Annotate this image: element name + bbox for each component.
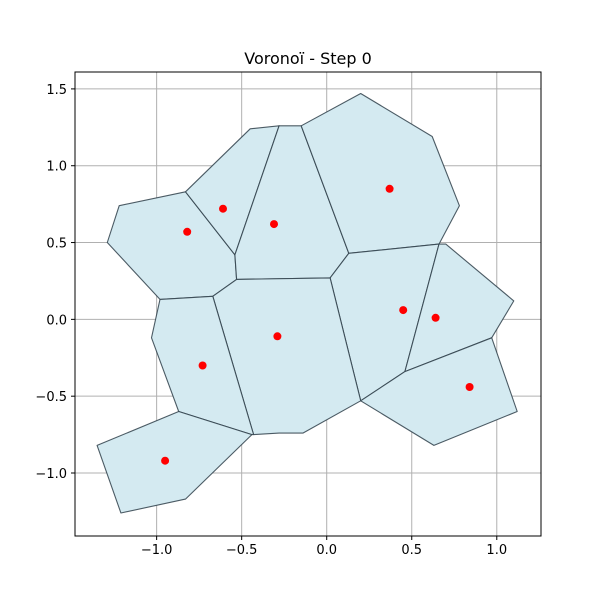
x-tick-label: 0.0	[316, 543, 337, 558]
y-tick-label: −0.5	[35, 390, 67, 405]
x-tick-label: −1.0	[141, 543, 173, 558]
axes-frame	[74, 71, 542, 537]
seed-point	[431, 313, 440, 322]
voronoi-cell	[360, 337, 518, 446]
seed-point	[465, 383, 474, 391]
voronoi-cell	[96, 410, 253, 514]
y-tick-label: 1.5	[46, 83, 67, 98]
seed-point	[161, 456, 170, 465]
y-tick-label: −1.0	[35, 467, 67, 482]
seed-point	[273, 332, 282, 341]
y-tick-label: 0.0	[46, 313, 67, 328]
x-tick-label: 1.0	[486, 543, 507, 558]
seed-point	[399, 306, 408, 315]
seed-point	[385, 184, 394, 193]
points-layer	[161, 184, 474, 465]
y-tick-label: 0.5	[46, 237, 67, 252]
seed-point	[270, 220, 278, 229]
seed-point	[183, 227, 192, 236]
y-tick-label: 1.0	[46, 160, 67, 175]
x-tick-label: −0.5	[226, 543, 258, 558]
ticks-layer: −1.0 −0.5 0.0 0.5 1.0 −1.0 −0.5 0.0 0.5 1.0 1.5	[35, 83, 507, 558]
seed-point	[198, 361, 207, 370]
chart-title: Voronoï - Step 0	[244, 49, 372, 68]
seed-point	[219, 204, 227, 213]
x-tick-label: 0.5	[401, 543, 422, 558]
